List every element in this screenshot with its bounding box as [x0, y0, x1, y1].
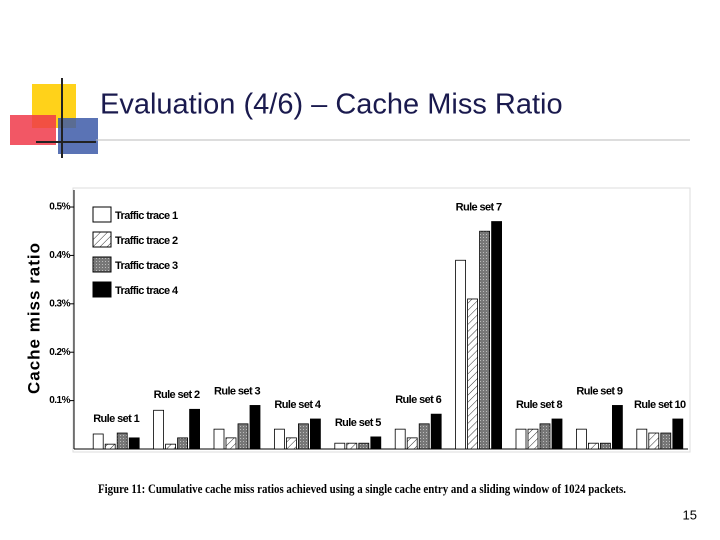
legend-label: Traffic trace 3: [115, 260, 178, 272]
bar: [455, 259, 467, 450]
legend-swatch: [92, 256, 112, 273]
bar: [406, 437, 418, 450]
category-label: Rule set 5: [335, 417, 381, 429]
category-label: Rule set 4: [274, 399, 321, 411]
legend-label: Traffic trace 1: [115, 210, 178, 222]
category-label: Rule set 3: [214, 385, 260, 397]
bar: [225, 437, 237, 450]
y-tick-label: 0.3%: [49, 298, 70, 309]
category-label: Rule set 1: [93, 413, 139, 425]
bar: [660, 432, 672, 450]
bar: [612, 405, 623, 450]
category-label: Rule set 8: [516, 399, 562, 411]
bar: [430, 413, 442, 450]
bar: [467, 298, 479, 450]
bar: [636, 428, 648, 450]
bar: [213, 428, 225, 450]
category-label: Rule set 2: [154, 389, 200, 401]
bar: [249, 405, 261, 450]
bar: [418, 423, 430, 450]
y-tick-label: 0.4%: [49, 250, 70, 261]
bar: [128, 437, 140, 450]
bar: [273, 428, 285, 450]
y-tick-label: 0.2%: [49, 347, 70, 358]
category-label: Rule set 7: [456, 201, 502, 213]
bar: [116, 432, 128, 450]
bar: [527, 428, 539, 450]
bar: [358, 442, 370, 450]
bar: [394, 428, 406, 450]
bar: [479, 230, 491, 450]
bar: [648, 432, 660, 450]
bar: [177, 437, 189, 450]
bar: [600, 442, 611, 450]
bar: [189, 408, 201, 450]
bar: [104, 443, 116, 450]
bar: [92, 433, 104, 450]
bar: [285, 437, 297, 450]
legend-swatch: [92, 206, 112, 223]
bar: [370, 436, 382, 450]
bar: [237, 423, 249, 450]
bar: [551, 418, 563, 450]
bar: [588, 442, 599, 450]
bar: [165, 443, 177, 450]
bar: [576, 428, 587, 450]
bar: [153, 409, 165, 450]
y-axis-title: Cache miss ratio: [24, 242, 43, 394]
bar: [309, 418, 321, 450]
plot-frame: [72, 187, 691, 453]
bar: [491, 221, 503, 450]
category-label: Rule set 9: [576, 385, 622, 397]
y-tick-label: 0.1%: [49, 395, 70, 406]
page-number: 15: [683, 507, 697, 522]
bar: [334, 442, 346, 450]
deco-blue: [58, 118, 98, 154]
bar: [539, 423, 551, 450]
legend-swatch: [92, 231, 112, 248]
bar: [346, 442, 358, 450]
slide-title: Evaluation (4/6) – Cache Miss Ratio: [100, 89, 563, 121]
legend-swatch: [92, 281, 112, 298]
figure-caption: Figure 11: Cumulative cache miss ratios …: [98, 482, 626, 496]
category-label: Rule set 10: [634, 399, 686, 411]
category-label: Rule set 6: [395, 394, 441, 406]
y-tick-label: 0.5%: [49, 202, 70, 213]
bar: [515, 428, 527, 450]
legend-label: Traffic trace 4: [115, 285, 179, 297]
bar: [297, 423, 309, 450]
deco-red: [10, 115, 56, 145]
bar: [672, 418, 684, 450]
legend-label: Traffic trace 2: [115, 235, 178, 247]
